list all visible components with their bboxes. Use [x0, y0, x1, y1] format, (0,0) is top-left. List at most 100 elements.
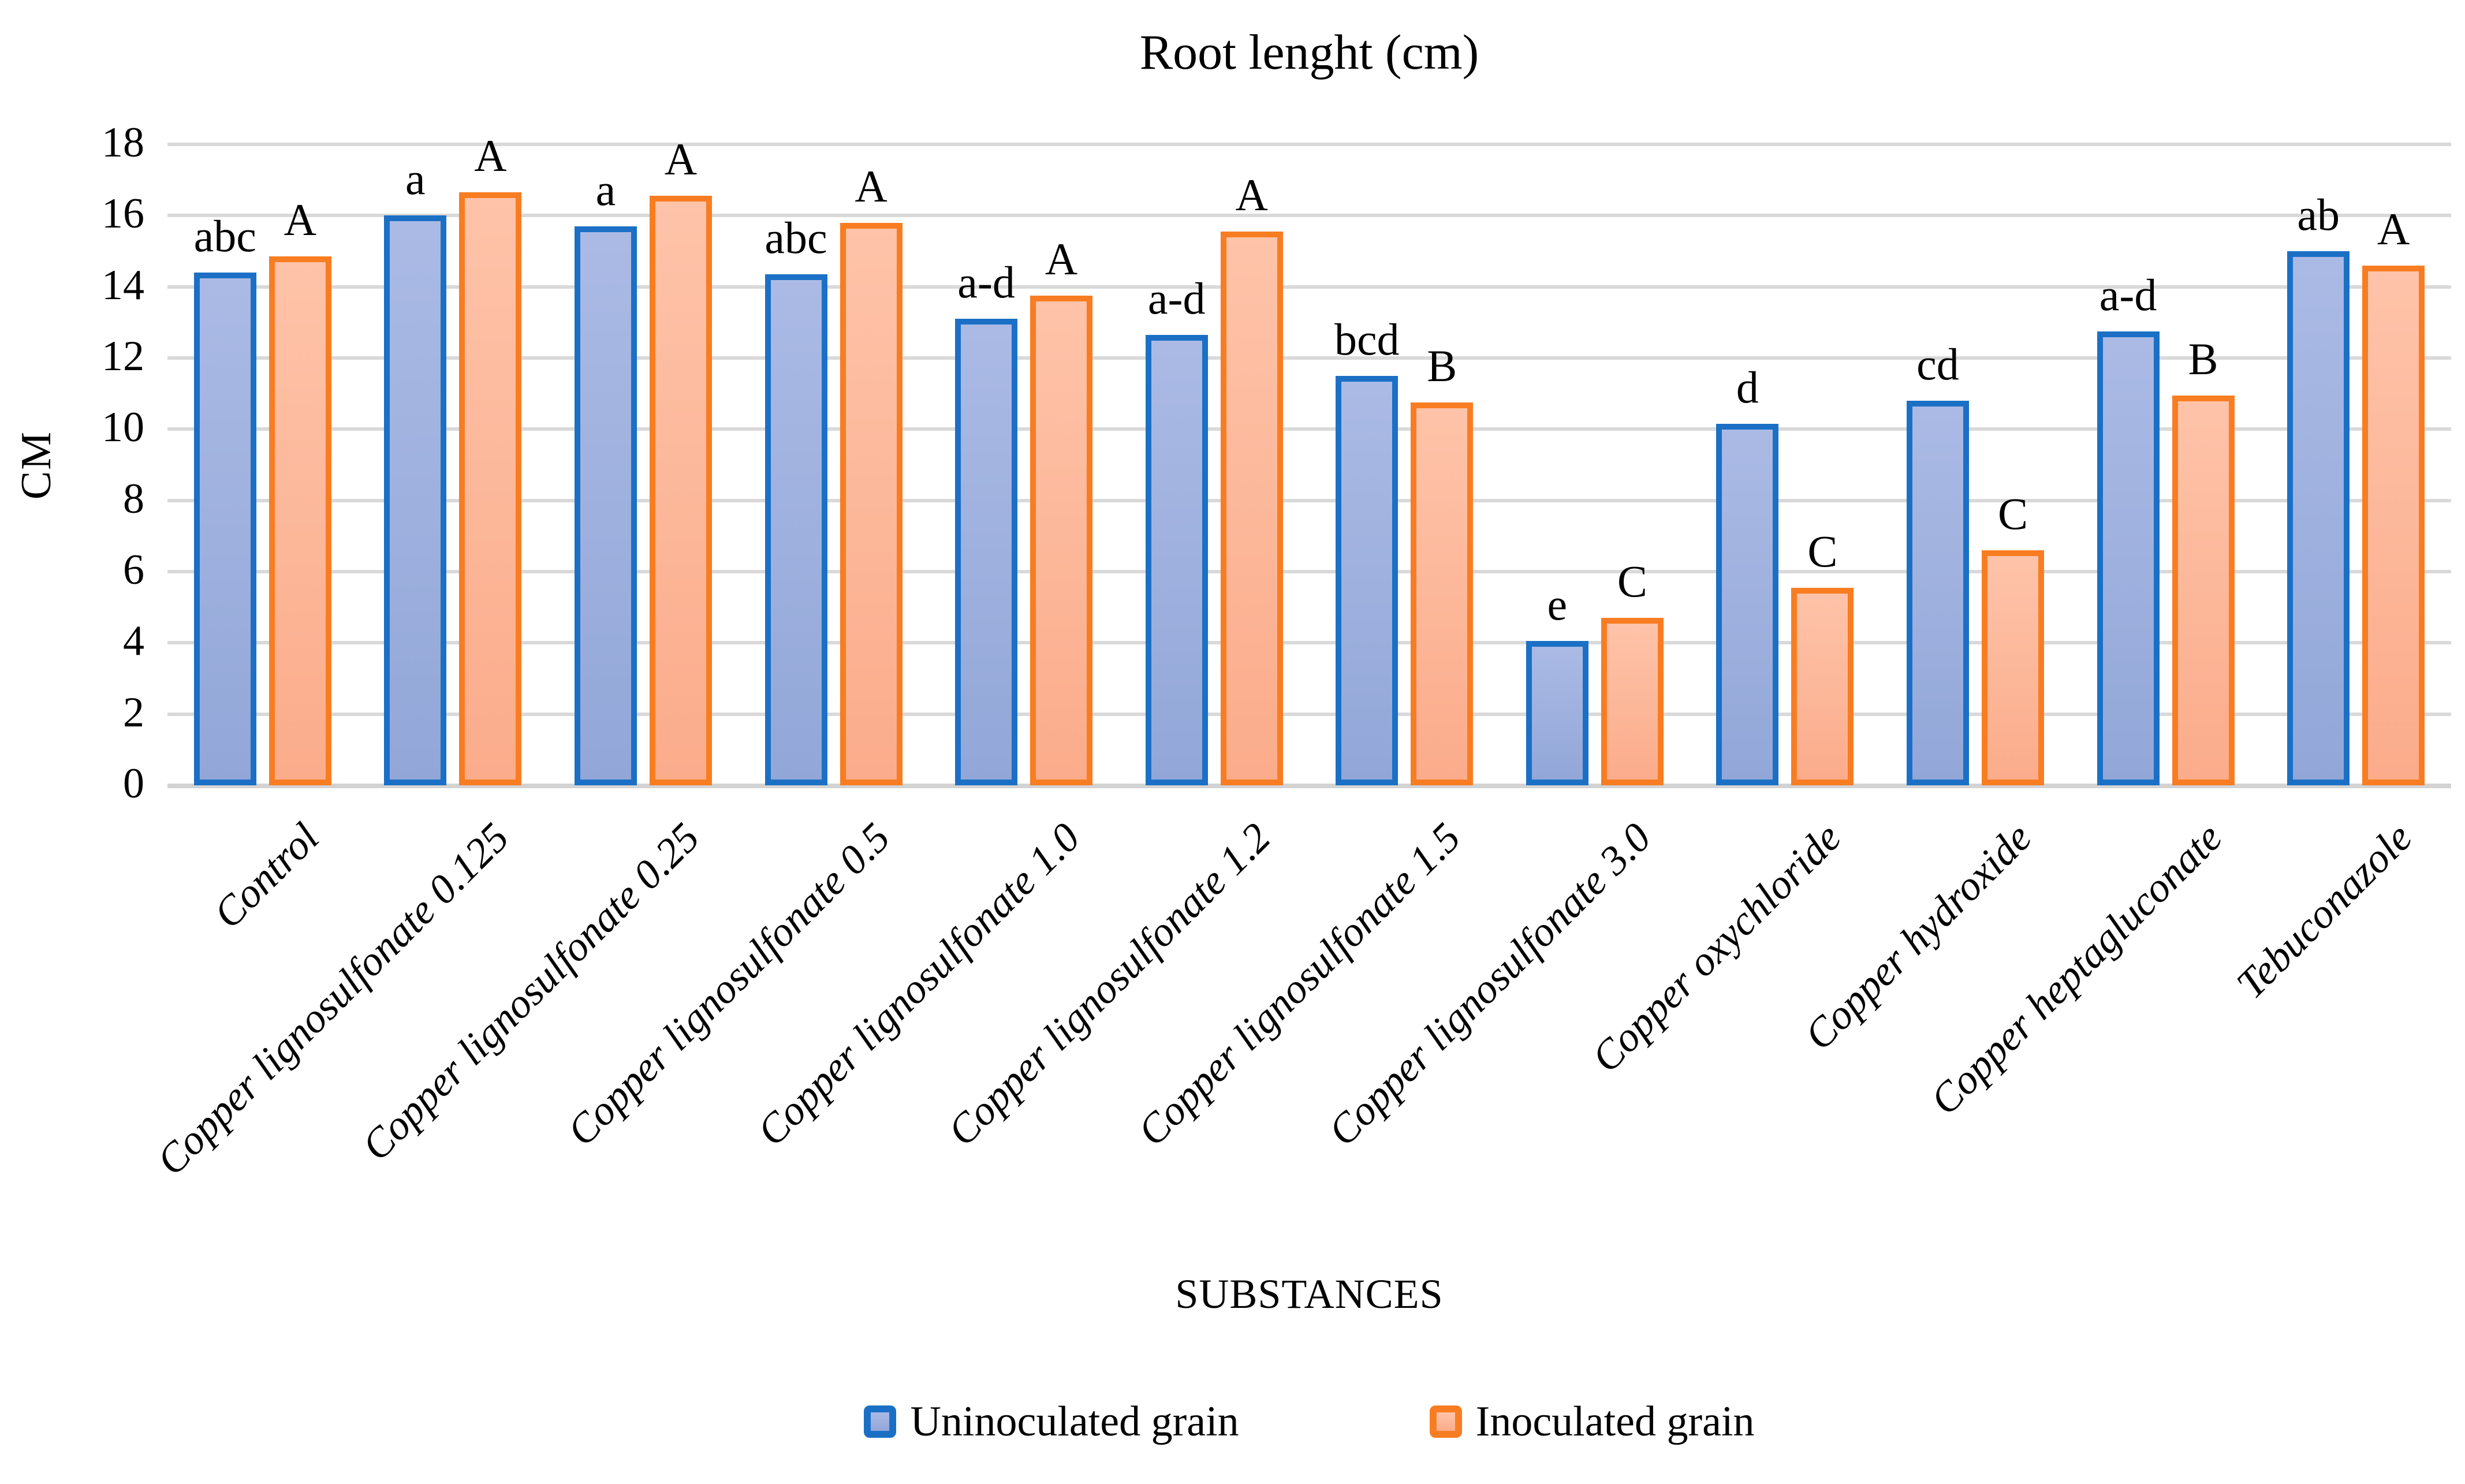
significance-label: a [595, 164, 616, 215]
legend-label: Inoculated grain [1475, 1398, 1755, 1445]
y-tick-label: 10 [102, 404, 144, 452]
x-category-label: Copper hydroxide [1795, 814, 2041, 1059]
bar-uninoculated: bcd [1334, 316, 1400, 785]
significance-label: ab [2297, 189, 2340, 240]
bar-group: cd C Copper hydroxide [1796, 144, 2071, 1059]
bar-inoculated: C [1981, 491, 2044, 785]
bar-group: bcd B Copper lignosulfonate 1.5 [1129, 144, 1500, 1155]
gridline [167, 143, 2451, 146]
significance-label: A [1045, 234, 1078, 285]
bar-inoculated: A [840, 163, 903, 785]
bar-uninoculated: a-d [955, 260, 1018, 785]
significance-label: C [1617, 556, 1647, 607]
significance-label: A [1235, 170, 1268, 221]
significance-label: d [1736, 362, 1759, 413]
legend-item: Inoculated grain [1429, 1398, 1755, 1445]
y-tick-label: 14 [102, 261, 144, 309]
y-tick-label: 2 [123, 688, 144, 736]
significance-label: C [1807, 525, 1838, 576]
gridline [167, 569, 2451, 573]
x-category-label: Copper lignosulfonate 0.5 [558, 814, 898, 1155]
significance-label: abc [765, 212, 827, 263]
bar-uninoculated: abc [194, 214, 256, 785]
legend-item: Uninoculated grain [864, 1400, 1239, 1443]
bar-uninoculated: a [384, 156, 447, 785]
gridline [167, 214, 2451, 218]
bar-group: abc A Copper lignosulfonate 0.5 [558, 144, 929, 1155]
gridline [167, 641, 2451, 645]
y-tick-label: 12 [102, 333, 144, 381]
gridline [167, 285, 2451, 289]
bar-inoculated: B [1411, 344, 1474, 785]
bar-uninoculated: e [1526, 582, 1588, 785]
gridline [167, 712, 2451, 716]
bar-group: a-d B Copper heptagluconate [1921, 144, 2261, 1124]
bar-uninoculated: a-d [1145, 275, 1208, 785]
gridline [167, 498, 2451, 502]
significance-label: B [1427, 341, 1457, 391]
y-tick-label: 16 [102, 190, 144, 238]
bar-uninoculated: d [1716, 365, 1779, 785]
x-category-label: Tebuconazole [2227, 814, 2421, 1008]
bar-uninoculated: cd [1906, 342, 1969, 785]
significance-label: A [664, 134, 698, 185]
significance-label: A [284, 195, 316, 245]
significance-label: abc [193, 211, 256, 261]
bar-group: ab A Tebuconazole [2228, 144, 2451, 1008]
x-category-label: Copper lignosulfonate 0.25 [353, 814, 708, 1170]
y-tick-label: 6 [123, 546, 144, 594]
bar-group: d C Copper oxychloride [1583, 144, 1881, 1081]
bar-inoculated: A [649, 137, 712, 785]
bar-group: a A Copper lignosulfonate 0.125 [148, 133, 549, 1184]
x-category-label: Copper lignosulfonate 1.2 [938, 814, 1280, 1155]
significance-label: a-d [2099, 269, 2157, 320]
significance-label: C [1997, 489, 2028, 539]
gridline [167, 427, 2451, 431]
bar-uninoculated: abc [765, 215, 827, 785]
bar-uninoculated: ab [2287, 192, 2350, 785]
bar-group: abc A Control [167, 144, 358, 937]
x-category-label: Copper lignosulfonate 1.5 [1128, 814, 1470, 1155]
x-category-label: Copper lignosulfonate 1.0 [748, 814, 1089, 1155]
bar-inoculated: A [268, 197, 331, 785]
y-tick-label: 4 [123, 617, 144, 665]
significance-label: a [405, 154, 426, 204]
bar-inoculated: B [2172, 336, 2235, 785]
significance-label: bcd [1334, 314, 1400, 364]
bar-uninoculated: a-d [2097, 272, 2160, 785]
significance-label: a-d [1147, 273, 1206, 323]
significance-label: A [474, 130, 507, 181]
bar-uninoculated: a [574, 167, 637, 785]
bar-groups: abc A Control a A Copper lignosulfonate 0.125… [148, 133, 2451, 1184]
x-category-label: Copper lignosulfonate 3.0 [1319, 814, 1660, 1155]
bar-group: a-d A Copper lignosulfonate 1.0 [748, 144, 1119, 1155]
legend: Uninoculated grain Inoculated grain [167, 1400, 2451, 1443]
bar-group: e C Copper lignosulfonate 3.0 [1319, 144, 1690, 1155]
significance-label: B [2188, 333, 2218, 384]
y-tick-label: 0 [123, 760, 144, 808]
x-category-label: Copper oxychloride [1583, 814, 1850, 1082]
bar-inoculated: A [2362, 206, 2425, 785]
bar-group: a-d A Copper lignosulfonate 1.2 [938, 144, 1310, 1155]
significance-label: a-d [957, 257, 1015, 308]
legend-label: Uninoculated grain [910, 1398, 1239, 1445]
bar-inoculated: A [459, 133, 522, 785]
x-category-label: Copper heptagluconate [1921, 814, 2231, 1124]
bar-inoculated: A [1220, 173, 1283, 785]
bar-inoculated: A [1030, 237, 1093, 785]
legend-swatch-icon [1429, 1405, 1462, 1438]
y-tick-label: 8 [123, 475, 144, 523]
significance-label: A [2377, 203, 2410, 254]
gridline [167, 356, 2451, 360]
legend-swatch-icon [864, 1405, 897, 1438]
bar-group: a A Copper lignosulfonate 0.25 [353, 137, 739, 1169]
y-axis-title: CM [8, 144, 66, 785]
x-axis-title: SUBSTANCES [1175, 1271, 1444, 1317]
significance-label: e [1547, 579, 1568, 630]
y-tick-label: 18 [102, 119, 144, 167]
gridline [167, 784, 2451, 788]
significance-label: A [855, 161, 887, 211]
plot-area: 18 16 14 12 10 8 6 4 2 0 abc A Control a A Copper lign… [102, 121, 2451, 1184]
chart-title: Root lenght (cm) [1139, 24, 1479, 80]
